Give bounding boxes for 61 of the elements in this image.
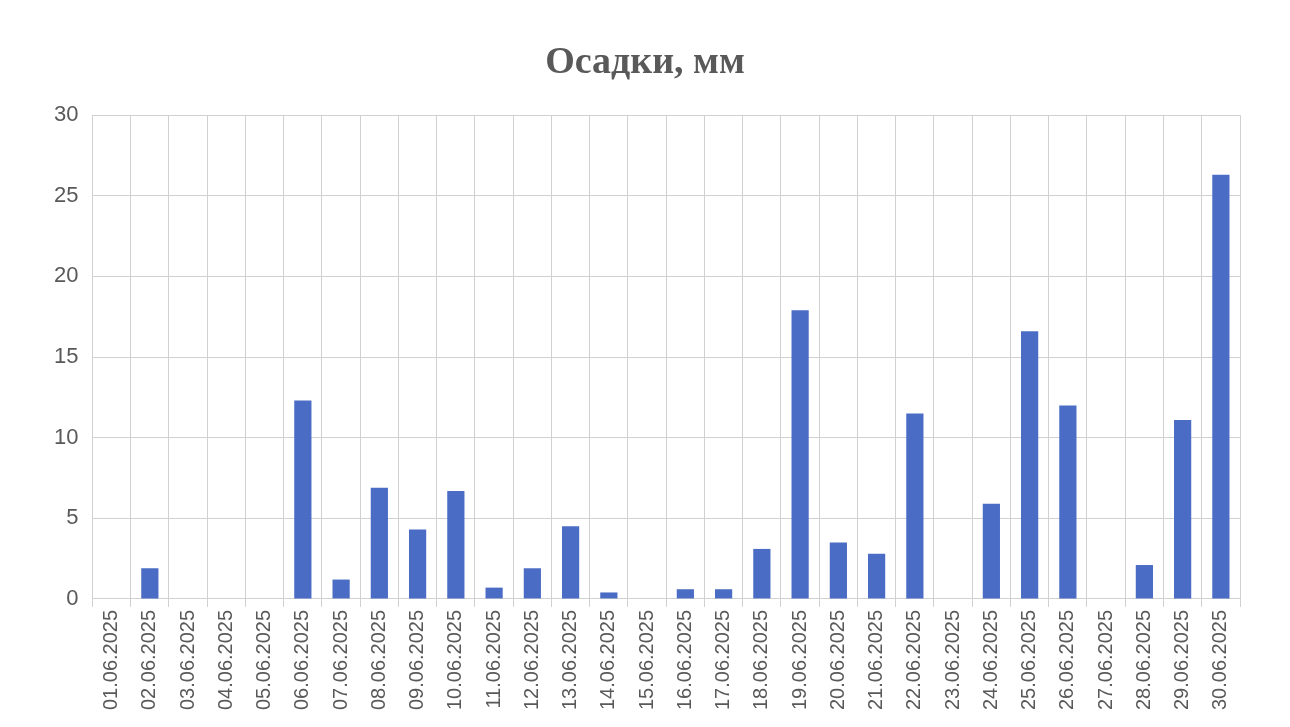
bar — [332, 579, 350, 599]
bar — [409, 529, 427, 599]
bar — [600, 592, 618, 599]
bar — [868, 553, 886, 599]
bar — [829, 542, 847, 599]
bar — [447, 490, 465, 599]
bar — [1021, 331, 1039, 599]
x-tick-label: 28.06.2025 — [1131, 609, 1154, 711]
bar — [562, 526, 580, 599]
x-tick-label: 27.06.2025 — [1093, 609, 1116, 711]
x-tick-label: 10.06.2025 — [443, 609, 466, 711]
x-tick-label: 12.06.2025 — [519, 609, 542, 711]
x-tick-label: 03.06.2025 — [175, 609, 198, 711]
x-tick-label: 02.06.2025 — [137, 609, 160, 711]
x-tick-label: 08.06.2025 — [366, 609, 389, 711]
x-tick-label: 24.06.2025 — [978, 609, 1001, 711]
bar — [1059, 405, 1077, 599]
x-tick-label: 25.06.2025 — [1017, 609, 1040, 711]
y-tick-label: 25 — [53, 181, 79, 207]
bar — [791, 310, 809, 599]
x-tick-label: 05.06.2025 — [252, 609, 275, 711]
x-tick-label: 16.06.2025 — [672, 609, 695, 711]
x-tick-label: 30.06.2025 — [1208, 609, 1231, 711]
y-tick-label: 15 — [53, 343, 79, 369]
bar — [141, 568, 159, 599]
bar — [1135, 565, 1153, 599]
x-tick-label: 09.06.2025 — [405, 609, 428, 711]
x-tick-label: 21.06.2025 — [864, 609, 887, 711]
x-tick-label: 18.06.2025 — [749, 609, 772, 711]
x-tick-label: 07.06.2025 — [328, 609, 351, 711]
bar — [906, 413, 924, 599]
bar — [753, 548, 771, 599]
y-tick-label: 10 — [53, 423, 79, 449]
bar — [523, 568, 541, 599]
bar — [1212, 174, 1230, 599]
x-tick-label: 22.06.2025 — [902, 609, 925, 711]
x-tick-label: 15.06.2025 — [634, 609, 657, 711]
x-tick-label: 06.06.2025 — [290, 609, 313, 711]
x-tick-label: 01.06.2025 — [99, 609, 122, 711]
x-tick-label: 26.06.2025 — [1055, 609, 1078, 711]
x-tick-label: 14.06.2025 — [596, 609, 619, 711]
x-tick-label: 13.06.2025 — [558, 609, 581, 711]
y-tick-label: 5 — [66, 504, 79, 530]
x-tick-label: 20.06.2025 — [825, 609, 848, 711]
x-tick-label: 19.06.2025 — [787, 609, 810, 711]
bar — [676, 589, 694, 599]
y-tick-label: 20 — [53, 262, 79, 288]
chart-title: Осадки, мм — [544, 38, 746, 83]
bar — [294, 400, 312, 599]
x-tick-label: 23.06.2025 — [940, 609, 963, 711]
bar — [715, 589, 733, 599]
x-tick-label: 11.06.2025 — [481, 609, 504, 709]
x-tick-label: 29.06.2025 — [1170, 609, 1193, 711]
x-tick-label: 04.06.2025 — [213, 609, 236, 711]
y-tick-label: 30 — [53, 101, 79, 127]
bar — [370, 487, 388, 599]
x-tick-label: 17.06.2025 — [711, 609, 734, 711]
bar — [485, 587, 503, 599]
bar — [982, 503, 1000, 599]
bar — [1174, 419, 1192, 599]
y-tick-label: 0 — [66, 584, 79, 610]
